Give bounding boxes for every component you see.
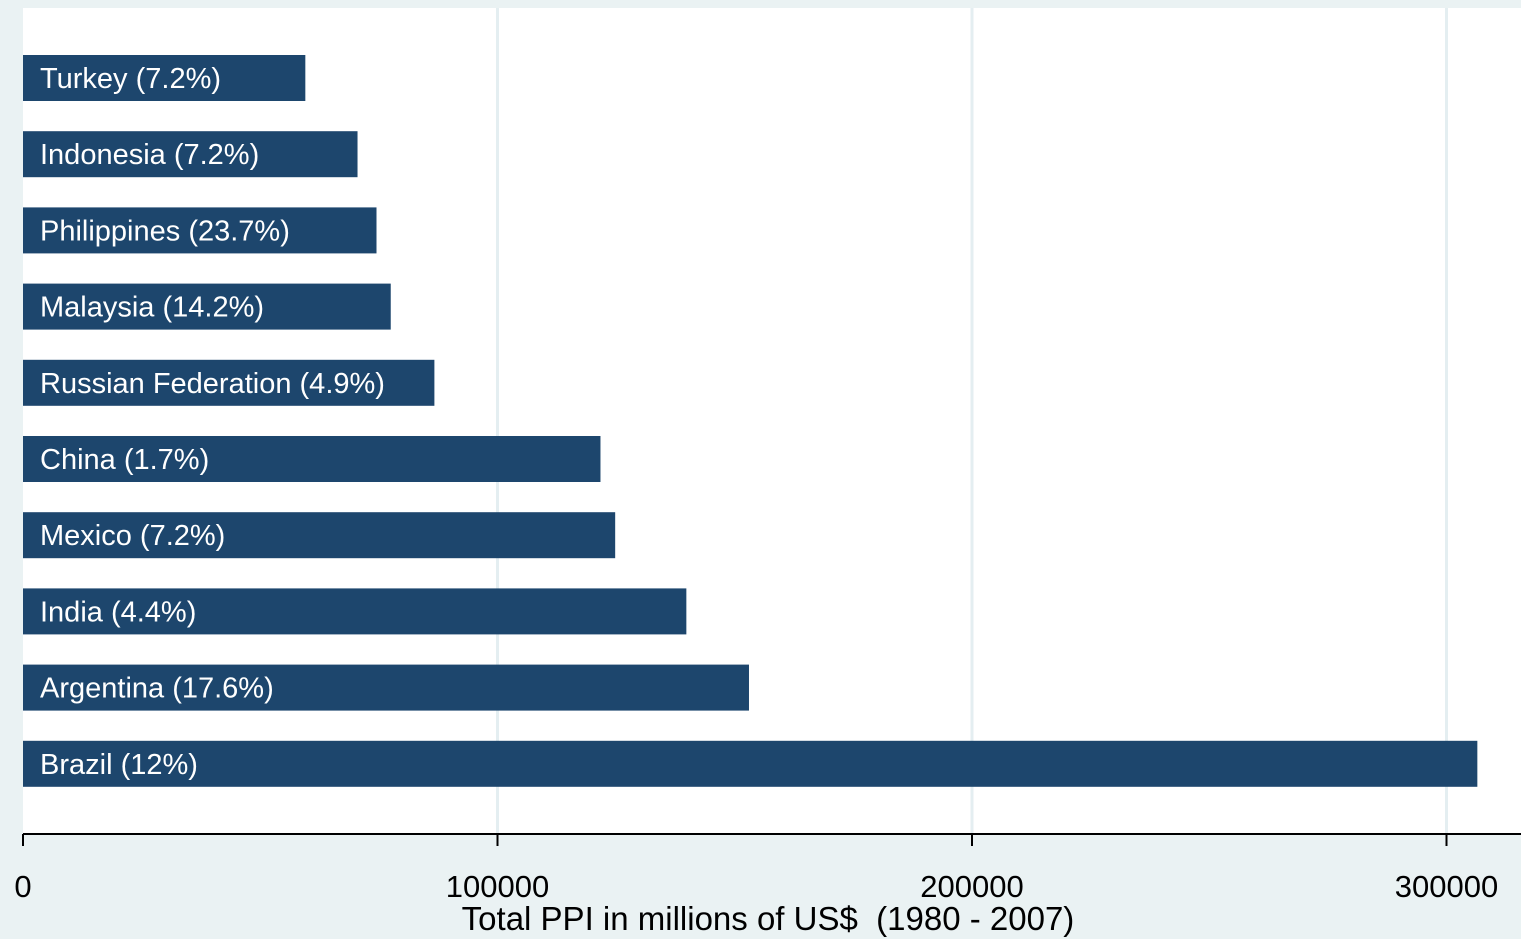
- bar-label: Turkey (7.2%): [40, 63, 221, 95]
- bar: [23, 55, 306, 101]
- x-axis-title: Total PPI in millions of US$ (1980 - 200…: [462, 900, 1075, 937]
- bar: [23, 436, 601, 482]
- bar-label: Russian Federation (4.9%): [40, 368, 385, 400]
- x-axis-ticks: 0 100000 200000 300000: [14, 834, 1498, 904]
- x-tick-label: 100000: [446, 869, 549, 904]
- bar-label: Mexico (7.2%): [40, 520, 225, 552]
- bar: [23, 588, 687, 635]
- bar-label: Brazil (12%): [40, 749, 198, 781]
- bars: [23, 55, 1478, 787]
- bar: [23, 740, 1478, 787]
- bar-label: India (4.4%): [40, 596, 196, 628]
- bar-labels: Turkey (7.2%) Indonesia (7.2%) Philippines…: [40, 63, 385, 781]
- bar-label: China (1.7%): [40, 444, 209, 476]
- bar-label: Malaysia (14.2%): [40, 292, 264, 324]
- bar: [23, 664, 749, 711]
- x-tick-label: 0: [14, 869, 31, 904]
- bar-label: Indonesia (7.2%): [40, 139, 259, 171]
- bar-label: Philippines (23.7%): [40, 215, 290, 247]
- bar: [23, 283, 391, 330]
- bar-label: Argentina (17.6%): [40, 673, 274, 705]
- x-tick-label: 300000: [1395, 869, 1498, 904]
- bar: [23, 359, 435, 406]
- x-tick-label: 200000: [920, 869, 1023, 904]
- bar: [23, 207, 377, 254]
- bar: [23, 512, 616, 559]
- bar: [23, 131, 358, 178]
